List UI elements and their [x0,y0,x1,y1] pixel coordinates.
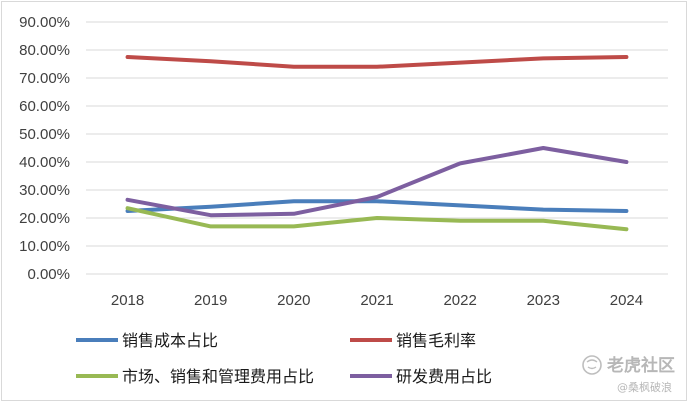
x-tick-label: 2020 [277,292,310,309]
y-tick-label: 70.00% [19,70,70,87]
x-tick-label: 2021 [360,292,393,309]
legend-item: 销售毛利率 [350,331,476,350]
x-axis-ticks: 2018 2019 2020 2021 2022 2023 2024 [111,292,643,309]
series-line-2 [125,55,629,69]
legend-label: 销售毛利率 [396,331,476,350]
legend-label: 研发费用占比 [396,367,492,386]
y-tick-label: 80.00% [19,42,70,59]
x-tick-label: 2019 [194,292,227,309]
y-axis-ticks: 0.00% 10.00% 20.00% 30.00% 40.00% 50.00% 60.00… [19,14,70,283]
y-tick-label: 20.00% [19,210,70,227]
x-tick-label: 2023 [527,292,560,309]
series-line-4 [125,146,629,218]
y-tick-label: 40.00% [19,154,70,171]
tiger-logo-icon [582,355,602,375]
series-lines [125,55,629,232]
legend-label: 销售成本占比 [122,331,218,350]
y-tick-label: 0.00% [27,266,70,283]
watermark-text: 老虎社区 [606,355,675,376]
y-tick-label: 60.00% [19,98,70,115]
x-tick-label: 2022 [443,292,476,309]
y-tick-label: 50.00% [19,126,70,143]
watermark: 老虎社区 @桑枫破浪 [582,355,675,394]
legend-item: 市场、销售和管理费用占比 [76,367,314,386]
series-line-1 [125,199,629,213]
x-tick-label: 2018 [111,292,144,309]
y-tick-label: 10.00% [19,238,70,255]
y-tick-label: 90.00% [19,14,70,31]
legend-label: 市场、销售和管理费用占比 [122,367,314,386]
gridlines [86,21,668,275]
legend-item: 销售成本占比 [76,331,218,350]
y-tick-label: 30.00% [19,182,70,199]
x-tick-label: 2024 [610,292,643,309]
watermark-handle: @桑枫破浪 [617,380,672,394]
legend-item: 研发费用占比 [350,367,492,386]
